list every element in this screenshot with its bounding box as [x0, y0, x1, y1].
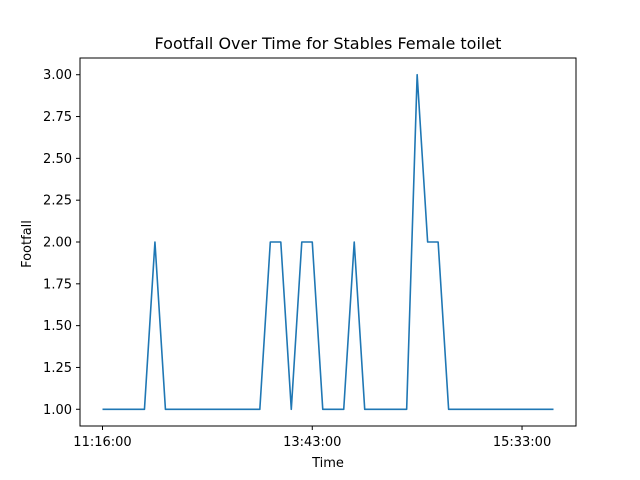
x-axis-label: Time [311, 456, 344, 471]
y-tick-label: 2.50 [43, 152, 72, 167]
y-tick-label: 2.25 [43, 194, 72, 209]
x-tick-label: 15:33:00 [493, 435, 551, 450]
y-tick-label: 1.50 [43, 319, 72, 334]
y-tick-label: 1.75 [43, 277, 72, 292]
y-tick-label: 2.00 [43, 236, 72, 251]
y-tick-label: 1.00 [43, 403, 72, 418]
x-tick-label: 13:43:00 [283, 435, 341, 450]
y-axis-label: Footfall [20, 220, 35, 268]
chart-title: Footfall Over Time for Stables Female to… [155, 34, 502, 53]
x-tick-label: 11:16:00 [73, 435, 131, 450]
y-tick-label: 1.25 [43, 361, 72, 376]
plot-area: 1.00 1.25 1.50 1.75 2.00 2.25 2.50 2.75 3.00 11:1… [43, 57, 577, 450]
series-line-0 [102, 73, 554, 411]
y-tick-label: 3.00 [43, 68, 72, 83]
y-tick-label: 2.75 [43, 110, 72, 125]
